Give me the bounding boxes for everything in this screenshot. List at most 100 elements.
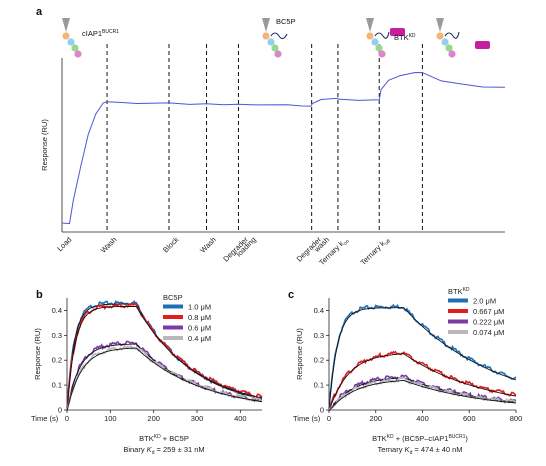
panel-letter-a: a [36,6,43,18]
phase-label: Wash [198,235,218,255]
legend-label: 0.4 μM [188,334,211,343]
panel-c-caption-line2: Ternary Kd = 474 ± 40 nM [377,445,462,456]
panel-a-phase-boundaries [106,44,423,232]
ligase-subunit-icon [448,50,456,58]
x-tick-label: 800 [510,414,523,423]
y-tick-label: 0.1 [52,381,62,390]
ligase-subunit-icon [271,44,279,52]
legend-swatch [448,319,468,324]
phase-label: Block [161,235,181,255]
panel-letter-c: c [288,289,294,301]
legend-swatch [448,330,468,334]
phase-label: Load [55,235,73,253]
ligase-complex-icon-2 [262,18,288,58]
y-tick-label: 0.3 [314,331,324,340]
ligase-subunit-icon [366,32,374,40]
panel-c-y-label: Response (RU) [295,328,304,380]
legend-swatch [448,309,468,313]
y-tick-label: 0 [320,406,324,415]
ligase-subunit-icon [378,50,386,58]
panel-b: Response (RU) 0 0.1 0.2 0.3 0.4 0 100 200 300 400… [31,293,263,456]
fit-curve [328,380,517,412]
ligase-complex-icon-3 [366,18,405,58]
ligase-complex-icon-4 [436,18,490,58]
ligase-subunit-icon [62,32,70,40]
ligase-subunit-icon [441,38,449,46]
fit-curve [328,377,517,412]
panel-c-caption-line1: BTKKD + (BC5P–cIAP1BUCR1) [372,434,468,443]
fit-curve [328,307,517,412]
degrader-icon [374,31,390,39]
panel-c-legend: 2.0 μM0.667 μM 0.222 μM0.074 μM [448,297,504,337]
panel-a-bc5p-label: BC5P [276,17,296,26]
panel-b-x-label: Time (s) [31,414,59,423]
ligase-subunit-icon [436,32,444,40]
ligase-subunit-icon [67,38,75,46]
legend-swatch [163,304,183,309]
series-trace [328,350,517,409]
legend-label: 0.222 μM [473,318,504,327]
series-trace [66,302,263,409]
ligase-subunit-icon [267,38,275,46]
x-tick-label: 200 [147,414,160,423]
series-trace [328,374,517,410]
x-tick-label: 100 [104,414,117,423]
panel-b-y-label: Response (RU) [33,328,42,380]
ligase-subunit-icon [371,38,379,46]
anchor-icon [62,18,70,32]
degrader-icon [444,31,460,39]
panel-letter-b: b [36,289,43,301]
y-tick-label: 0.2 [314,356,324,365]
y-tick-label: 0.2 [52,356,62,365]
legend-label: 0.8 μM [188,313,211,322]
anchor-icon [436,18,444,32]
fit-curve [66,306,263,412]
x-tick-label: 200 [369,414,382,423]
legend-label: 0.074 μM [473,328,504,337]
ligase-subunit-icon [445,44,453,52]
panel-a-ciap1-label: cIAP1BUCR1 [82,29,119,38]
legend-swatch [163,315,183,319]
y-tick-label: 0.4 [52,306,62,315]
panel-b-caption-line2: Binary Kd = 259 ± 31 nM [123,445,204,456]
legend-swatch [163,336,183,340]
legend-swatch [448,298,468,303]
ligase-subunit-icon [262,32,270,40]
x-tick-label: 0 [65,414,69,423]
legend-label: 1.0 μM [188,303,211,312]
panel-c: Response (RU) 0 0.1 0.2 0.3 0.4 0 200 400 600 800… [293,287,522,456]
x-tick-label: 0 [327,414,331,423]
anchor-icon [366,18,374,32]
panel-c-x-label: Time (s) [293,414,321,423]
y-tick-label: 0.3 [52,331,62,340]
fit-curve [66,347,263,412]
degrader-icon [270,32,288,40]
panel-a: Response (RU) Load Wash Block Wash Degraderl… [40,17,506,267]
panel-b-legend: 1.0 μM0.8 μM 0.6 μM0.4 μM [163,303,211,343]
panel-a-y-label: Response (RU) [40,119,49,171]
ligase-subunit-icon [274,50,282,58]
btk-protein-icon [390,28,405,36]
panel-b-series [66,300,263,412]
panel-b-title: BC5P [163,293,183,302]
y-tick-label: 0.1 [314,381,324,390]
panel-a-btk-label: BTKKD [394,33,416,42]
legend-label: 0.667 μM [473,307,504,316]
x-tick-label: 400 [234,414,247,423]
ligase-complex-icon-1 [62,18,82,58]
x-tick-label: 400 [416,414,429,423]
x-tick-label: 300 [191,414,204,423]
ligase-subunit-icon [375,44,383,52]
x-tick-label: 600 [463,414,476,423]
anchor-icon [262,18,270,32]
ligase-subunit-icon [74,50,82,58]
phase-label: Wash [99,235,119,255]
legend-label: 0.6 μM [188,324,211,333]
series-trace [66,340,263,409]
panel-c-title: BTKKD [448,287,470,296]
panel-b-caption-line1: BTKKD + BC5P [139,434,189,443]
fit-curve [328,353,517,412]
legend-swatch [163,325,183,330]
panel-a-sensorgram-trace [61,71,506,225]
panel-b-axes: 0 0.1 0.2 0.3 0.4 0 100 200 300 400 [52,298,262,423]
